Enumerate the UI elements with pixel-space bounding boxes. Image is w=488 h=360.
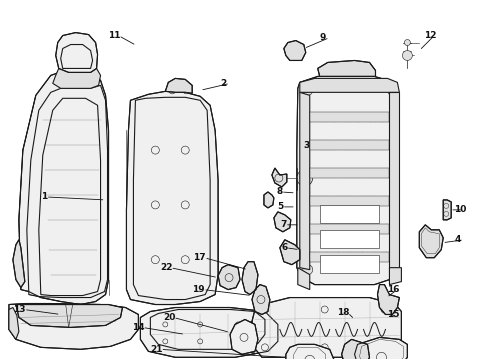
Polygon shape bbox=[218, 265, 240, 289]
Polygon shape bbox=[244, 321, 253, 354]
Circle shape bbox=[183, 87, 189, 94]
Text: 11: 11 bbox=[108, 31, 120, 40]
Circle shape bbox=[168, 87, 175, 94]
Circle shape bbox=[404, 40, 409, 45]
Polygon shape bbox=[419, 225, 442, 258]
Text: 3: 3 bbox=[303, 141, 309, 150]
Polygon shape bbox=[309, 168, 388, 178]
Text: 9: 9 bbox=[319, 33, 325, 42]
Polygon shape bbox=[309, 112, 388, 122]
Polygon shape bbox=[319, 205, 379, 223]
Polygon shape bbox=[251, 285, 269, 315]
Polygon shape bbox=[341, 339, 369, 360]
Polygon shape bbox=[388, 268, 401, 285]
Text: 1: 1 bbox=[41, 193, 48, 202]
Polygon shape bbox=[273, 212, 290, 232]
Text: 20: 20 bbox=[163, 313, 175, 322]
Polygon shape bbox=[309, 140, 388, 150]
Polygon shape bbox=[297, 268, 309, 289]
Polygon shape bbox=[9, 307, 19, 339]
Polygon shape bbox=[9, 303, 138, 349]
Polygon shape bbox=[271, 168, 286, 187]
Polygon shape bbox=[251, 298, 401, 357]
Polygon shape bbox=[309, 224, 388, 234]
Polygon shape bbox=[53, 68, 101, 88]
Polygon shape bbox=[309, 196, 388, 206]
Polygon shape bbox=[319, 230, 379, 248]
Polygon shape bbox=[229, 319, 258, 354]
Polygon shape bbox=[354, 337, 407, 360]
Polygon shape bbox=[279, 240, 299, 265]
Text: 4: 4 bbox=[453, 235, 460, 244]
Circle shape bbox=[302, 265, 312, 275]
Polygon shape bbox=[19, 68, 108, 305]
Polygon shape bbox=[242, 262, 258, 294]
Text: 22: 22 bbox=[160, 263, 172, 272]
Text: 18: 18 bbox=[336, 308, 349, 317]
Polygon shape bbox=[285, 345, 334, 360]
Text: 14: 14 bbox=[131, 323, 144, 332]
Circle shape bbox=[386, 85, 397, 95]
Circle shape bbox=[402, 50, 411, 60]
Text: 13: 13 bbox=[13, 305, 26, 314]
Text: 7: 7 bbox=[280, 220, 286, 229]
Polygon shape bbox=[126, 91, 218, 305]
Text: 15: 15 bbox=[386, 310, 399, 319]
Text: 2: 2 bbox=[220, 79, 226, 88]
Text: 10: 10 bbox=[453, 206, 466, 215]
Circle shape bbox=[302, 85, 312, 95]
Polygon shape bbox=[264, 192, 273, 208]
Polygon shape bbox=[140, 307, 277, 357]
Polygon shape bbox=[317, 60, 375, 76]
Polygon shape bbox=[442, 200, 450, 220]
Polygon shape bbox=[16, 305, 122, 328]
Polygon shape bbox=[299, 92, 309, 270]
Text: 16: 16 bbox=[386, 285, 399, 294]
Polygon shape bbox=[13, 240, 25, 288]
Polygon shape bbox=[299, 78, 399, 92]
Polygon shape bbox=[296, 75, 399, 285]
Text: 6: 6 bbox=[281, 243, 287, 252]
Polygon shape bbox=[56, 32, 98, 72]
Polygon shape bbox=[377, 285, 399, 315]
Circle shape bbox=[296, 170, 312, 186]
Polygon shape bbox=[165, 78, 192, 93]
Text: 21: 21 bbox=[149, 345, 162, 354]
Text: 19: 19 bbox=[192, 285, 205, 294]
Text: 12: 12 bbox=[424, 31, 436, 40]
Text: 5: 5 bbox=[277, 202, 283, 211]
Text: 17: 17 bbox=[193, 253, 206, 262]
Text: 8: 8 bbox=[276, 188, 282, 197]
Polygon shape bbox=[388, 92, 399, 268]
Polygon shape bbox=[319, 255, 379, 273]
Polygon shape bbox=[283, 41, 305, 60]
Polygon shape bbox=[27, 85, 107, 298]
Polygon shape bbox=[309, 252, 388, 262]
